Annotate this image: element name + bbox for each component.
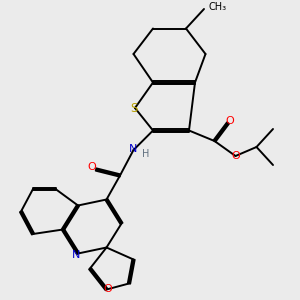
Text: CH₃: CH₃ — [208, 2, 226, 12]
Text: O: O — [87, 161, 96, 172]
Text: H: H — [142, 148, 150, 159]
Text: O: O — [231, 151, 240, 161]
Text: N: N — [129, 143, 138, 154]
Text: O: O — [226, 116, 235, 126]
Text: N: N — [72, 250, 81, 260]
Text: S: S — [130, 101, 137, 115]
Text: O: O — [103, 284, 112, 295]
